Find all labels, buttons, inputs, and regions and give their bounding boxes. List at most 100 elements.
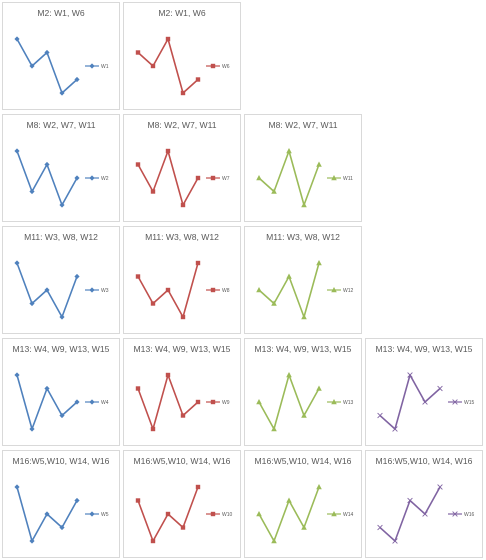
data-point: [165, 511, 171, 517]
data-point: [165, 287, 171, 293]
legend-label: W6: [222, 64, 230, 70]
chart-title: M11: W3, W8, W12: [266, 232, 340, 242]
chart-panel: M16:W5,W10, W14, W16 W14: [244, 450, 362, 558]
data-point: [316, 161, 322, 167]
chart-title: M2: W1, W6: [158, 8, 206, 18]
data-point: [422, 399, 428, 405]
chart-panel: M2: W1, W6 W1: [2, 2, 120, 110]
chart-plot: W10: [135, 484, 233, 544]
legend-marker: [331, 511, 337, 517]
chart-plot: W11: [256, 148, 353, 208]
chart-panel: M13: W4, W9, W13, W15 W9: [123, 338, 241, 446]
chart-title: M13: W4, W9, W13, W15: [12, 344, 110, 354]
chart-plot: W8: [135, 260, 230, 320]
legend-marker: [331, 287, 337, 293]
chart-title: M13: W4, W9, W13, W15: [375, 344, 473, 354]
legend-marker: [210, 511, 216, 517]
legend-label: W3: [101, 288, 109, 294]
data-point: [377, 524, 383, 531]
series-line: [379, 374, 441, 430]
series-line: [16, 38, 78, 94]
chart-title: M16:W5,W10, W14, W16: [375, 456, 473, 466]
data-point: [195, 260, 201, 266]
chart-plot: W14: [256, 484, 354, 544]
data-point: [44, 49, 50, 56]
data-point: [150, 63, 156, 69]
series-line: [258, 262, 320, 318]
legend-label: W4: [101, 400, 109, 406]
data-point: [135, 50, 141, 55]
data-point: [29, 300, 35, 307]
series-line: [16, 374, 78, 430]
data-point: [59, 524, 65, 531]
legend-label: W11: [343, 176, 353, 182]
series-line: [258, 486, 320, 542]
data-point: [256, 399, 262, 405]
data-point: [180, 314, 186, 320]
data-point: [301, 412, 307, 418]
chart-plot: W5: [14, 484, 109, 544]
legend-marker: [89, 287, 95, 293]
data-point: [195, 175, 201, 181]
data-point: [271, 300, 277, 306]
data-point: [165, 372, 171, 378]
data-point: [135, 498, 141, 503]
data-point: [44, 511, 50, 517]
legend-label: W1: [101, 64, 109, 70]
data-point: [14, 372, 20, 378]
chart-plot: W3: [14, 260, 109, 320]
data-point: [74, 76, 80, 83]
data-point: [74, 399, 80, 405]
legend-label: W9: [222, 400, 230, 406]
chart-plot: W12: [256, 260, 354, 320]
data-point: [150, 538, 156, 544]
chart-panel: M8: W2, W7, W11 W7: [123, 114, 241, 222]
data-point: [256, 175, 262, 181]
data-point: [44, 385, 50, 392]
legend-marker: [331, 399, 337, 405]
chart-plot: W6: [135, 36, 230, 96]
data-point: [422, 511, 428, 517]
chart-title: M13: W4, W9, W13, W15: [254, 344, 352, 354]
data-point: [195, 484, 201, 490]
chart-panel: M8: W2, W7, W11 W11: [244, 114, 362, 222]
data-point: [407, 497, 413, 504]
data-point: [14, 148, 20, 154]
data-point: [301, 314, 307, 320]
series-line: [379, 486, 441, 542]
data-point: [74, 497, 80, 504]
legend-marker: [89, 175, 95, 181]
data-point: [392, 426, 398, 432]
legend-label: W7: [222, 176, 230, 182]
legend-label: W12: [343, 288, 354, 294]
legend-marker: [210, 399, 216, 405]
chart-title: M16:W5,W10, W14, W16: [254, 456, 352, 466]
data-point: [286, 497, 292, 503]
chart-panel: M11: W3, W8, W12 W3: [2, 226, 120, 334]
data-point: [271, 188, 277, 194]
data-point: [74, 273, 80, 280]
legend-label: W16: [464, 512, 475, 518]
data-point: [437, 484, 443, 490]
data-point: [150, 301, 156, 306]
data-point: [165, 148, 171, 154]
data-point: [392, 538, 398, 544]
chart-title: M11: W3, W8, W12: [145, 232, 219, 242]
data-point: [29, 426, 35, 432]
chart-plot: W15: [377, 372, 475, 432]
chart-panel: M16:W5,W10, W14, W16 W5: [2, 450, 120, 558]
chart-plot: W16: [377, 484, 475, 544]
data-point: [437, 385, 443, 392]
data-point: [74, 175, 80, 181]
chart-plot: W2: [14, 148, 109, 208]
data-point: [135, 386, 141, 391]
data-point: [29, 188, 35, 195]
data-point: [150, 189, 156, 194]
chart-title: M8: W2, W7, W11: [147, 120, 217, 130]
chart-panel: M13: W4, W9, W13, W15 W4: [2, 338, 120, 446]
legend-marker: [89, 511, 95, 517]
data-point: [316, 484, 322, 490]
legend-label: W13: [343, 400, 354, 406]
data-point: [195, 77, 201, 82]
legend-marker: [89, 399, 95, 405]
